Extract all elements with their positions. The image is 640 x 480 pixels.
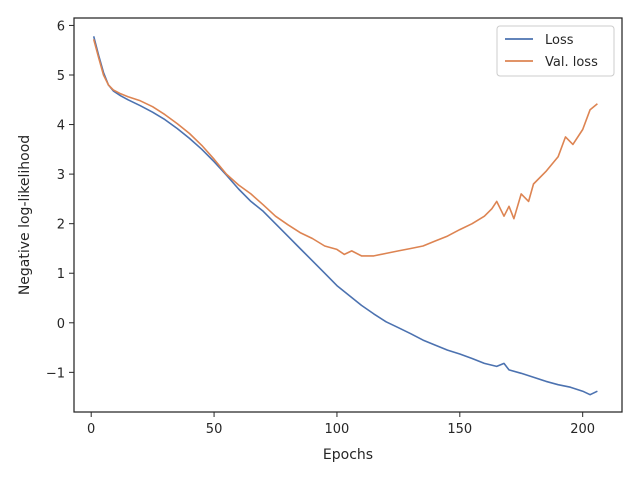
y-tick-label: −1: [46, 366, 65, 381]
x-axis-label: Epochs: [323, 447, 373, 463]
y-tick-label: 0: [57, 317, 65, 332]
legend-label-val-loss: Val. loss: [545, 55, 598, 70]
x-tick-label: 100: [325, 422, 350, 437]
x-tick-label: 150: [447, 422, 472, 437]
y-tick-label: 2: [57, 218, 65, 233]
y-tick-label: 1: [57, 267, 65, 282]
y-axis: −1 0 1 2 3 4 5 6: [46, 19, 74, 381]
x-tick-label: 200: [570, 422, 595, 437]
y-tick-label: 4: [57, 119, 65, 134]
y-tick-label: 3: [57, 168, 65, 183]
series-line-loss: [92, 36, 598, 396]
legend: Loss Val. loss: [496, 25, 615, 77]
x-axis: 0 50 100 150 200: [87, 412, 595, 437]
legend-label-loss: Loss: [545, 33, 574, 48]
x-tick-label: 0: [87, 422, 95, 437]
y-tick-label: 6: [57, 19, 65, 34]
plot-frame: [73, 17, 623, 413]
y-tick-label: 5: [57, 69, 65, 84]
x-tick-label: 50: [206, 422, 223, 437]
plot-lines: [92, 36, 598, 396]
y-axis-label: Negative log-likelihood: [17, 135, 33, 295]
series-line-val-loss: [92, 39, 598, 257]
